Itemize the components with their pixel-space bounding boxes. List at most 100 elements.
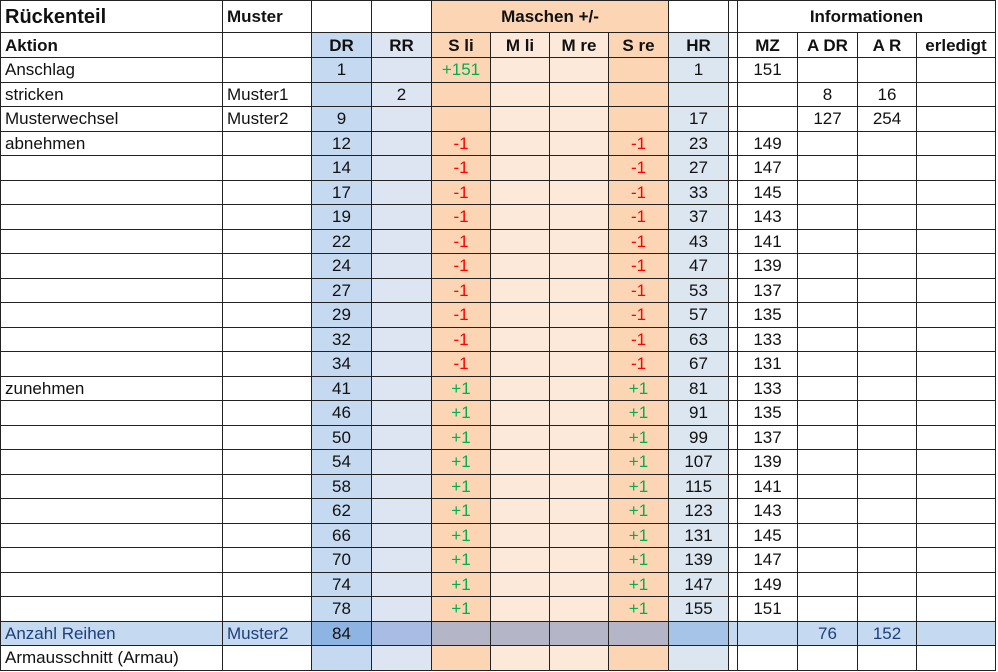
cell: -1 [432,205,491,230]
cell [798,499,858,524]
cell [917,180,996,205]
cell: 41 [312,376,372,401]
cell [372,278,432,303]
cell [223,229,312,254]
cell [738,621,798,646]
cell [223,401,312,426]
gap-cell [729,229,738,254]
cell [858,254,917,279]
cell [858,646,917,671]
column-header: A DR [798,33,858,58]
cell: -1 [609,229,669,254]
gap-cell [729,82,738,107]
cell [798,597,858,622]
gap-cell [729,1,738,33]
column-header: Muster [223,1,312,33]
cell [432,621,491,646]
cell [738,107,798,132]
cell [223,180,312,205]
cell: 16 [858,82,917,107]
cell [1,572,223,597]
cell [372,425,432,450]
cell: -1 [432,327,491,352]
cell: 115 [669,474,729,499]
cell [432,82,491,107]
gap-cell [729,131,738,156]
cell [372,376,432,401]
cell: 53 [669,278,729,303]
cell [372,621,432,646]
cell: zunehmen [1,376,223,401]
cell [1,523,223,548]
cell [917,352,996,377]
gap-cell [729,58,738,83]
cell: 81 [669,376,729,401]
cell [798,205,858,230]
column-header: M li [491,33,550,58]
cell: +1 [432,499,491,524]
cell [432,646,491,671]
cell: +1 [609,376,669,401]
cell [917,474,996,499]
cell: 141 [738,474,798,499]
cell: 17 [312,180,372,205]
cell [798,229,858,254]
cell [550,523,609,548]
cell [798,58,858,83]
gap-cell [729,499,738,524]
cell: 2 [372,82,432,107]
cell: Muster2 [223,107,312,132]
cell [798,450,858,475]
gap-cell [729,107,738,132]
cell: -1 [432,229,491,254]
cell [917,621,996,646]
cell [917,523,996,548]
cell [491,450,550,475]
cell [550,180,609,205]
cell: -1 [609,205,669,230]
cell [550,82,609,107]
cell [917,278,996,303]
cell [550,621,609,646]
cell: Anschlag [1,58,223,83]
cell [372,401,432,426]
cell: +1 [432,548,491,573]
cell: 17 [669,107,729,132]
empty-cell [312,1,372,33]
cell [372,474,432,499]
cell [858,131,917,156]
cell: -1 [432,352,491,377]
cell: -1 [432,254,491,279]
cell: 29 [312,303,372,328]
cell [550,107,609,132]
cell [858,229,917,254]
cell: 143 [738,499,798,524]
cell [917,254,996,279]
cell [223,425,312,450]
cell: 149 [738,131,798,156]
cell: 67 [669,352,729,377]
cell [491,376,550,401]
cell [550,474,609,499]
cell [491,254,550,279]
cell: Musterwechsel [1,107,223,132]
cell [609,107,669,132]
gap-cell [729,205,738,230]
gap-cell [729,523,738,548]
cell: Anzahl Reihen [1,621,223,646]
cell [1,254,223,279]
cell [1,205,223,230]
cell: stricken [1,82,223,107]
cell: 24 [312,254,372,279]
cell: 74 [312,572,372,597]
cell [550,425,609,450]
cell: 155 [669,597,729,622]
cell [917,499,996,524]
cell: -1 [432,278,491,303]
column-header: RR [372,33,432,58]
cell [223,597,312,622]
column-header: HR [669,33,729,58]
cell: 37 [669,205,729,230]
cell: 14 [312,156,372,181]
